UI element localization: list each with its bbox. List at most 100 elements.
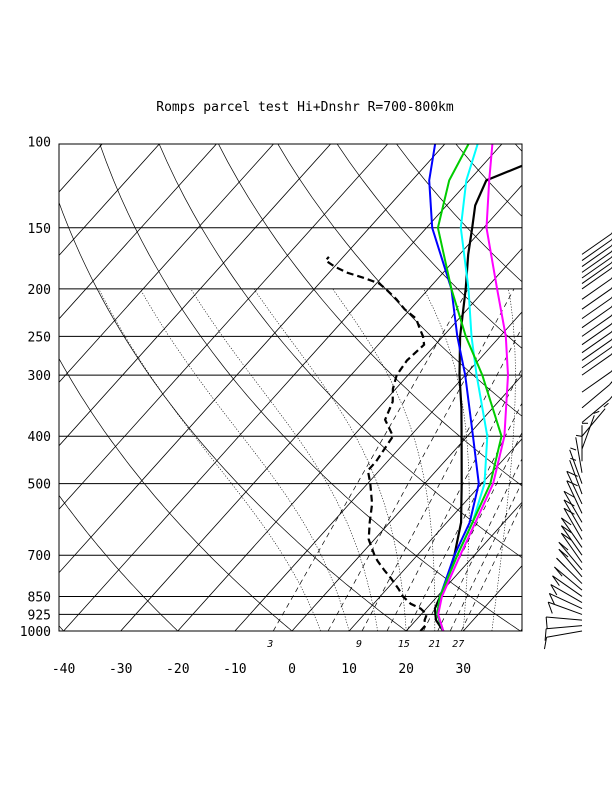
temperature-tick-label: 20 xyxy=(398,662,414,677)
wind-barb xyxy=(581,250,612,273)
pressure-tick-label: 1000 xyxy=(20,625,51,640)
wind-barb-flag xyxy=(552,575,560,586)
mixing-ratio-line xyxy=(327,288,515,631)
wind-barb-staff xyxy=(548,601,583,615)
wind-barb-staff xyxy=(581,251,612,273)
wind-barb xyxy=(550,584,583,604)
wind-barb xyxy=(581,395,612,423)
wind-barb-flag xyxy=(543,637,548,650)
wind-barb-staff xyxy=(581,384,610,409)
wind-barb-flag xyxy=(554,566,563,577)
dry-adiabat-line xyxy=(59,357,293,631)
wind-barb-staff xyxy=(581,408,606,437)
wind-barb xyxy=(581,238,612,261)
wind-barb xyxy=(569,447,583,484)
moist-adiabat-line xyxy=(190,288,378,631)
wind-barb xyxy=(575,434,583,473)
isotherm-line xyxy=(120,184,522,631)
mixing-ratio-line xyxy=(361,326,522,631)
pressure-tick-label: 150 xyxy=(28,222,51,237)
wind-barb-staff xyxy=(552,575,583,597)
wind-barb-staff xyxy=(581,278,612,300)
wind-barb-staff xyxy=(581,306,612,329)
mixing-ratio-line xyxy=(437,457,522,631)
pressure-tick-label: 400 xyxy=(28,430,51,445)
wind-barb xyxy=(554,566,583,591)
wind-barb-staff xyxy=(581,267,612,290)
wind-barb xyxy=(581,244,612,267)
dewpoint-line xyxy=(323,256,429,631)
wind-barb xyxy=(560,532,583,563)
temperature-tick-label: 10 xyxy=(341,662,357,677)
wind-barb-staff xyxy=(581,288,612,310)
wind-barb xyxy=(581,322,612,346)
wind-barb-flag xyxy=(593,410,600,414)
wind-barb xyxy=(560,525,583,556)
wind-barb-flag xyxy=(561,517,572,526)
wind-barb-flag xyxy=(570,447,577,451)
wind-barb-staff xyxy=(581,339,612,361)
wind-barb xyxy=(558,548,583,578)
wind-barb xyxy=(544,625,583,641)
mixing-ratio-line xyxy=(460,502,522,631)
parcel-line xyxy=(428,144,480,631)
wind-barb xyxy=(547,601,583,615)
wind-barb-staff xyxy=(558,541,583,571)
wind-barb-staff xyxy=(581,346,612,369)
isotherm-line xyxy=(578,142,612,631)
wind-barbs xyxy=(543,232,612,650)
wind-barb xyxy=(581,314,612,337)
temperature-tick-label: -40 xyxy=(52,662,75,677)
wind-barb-staff xyxy=(554,566,583,591)
wind-barb-staff xyxy=(550,584,583,604)
mixing-ratio-label: 3 xyxy=(266,639,273,650)
temperature-tick-label: 30 xyxy=(455,662,471,677)
wind-barb-flag xyxy=(563,507,575,515)
wind-barb xyxy=(581,277,612,300)
wind-barb-staff xyxy=(566,471,583,505)
wind-barb xyxy=(581,286,612,310)
isotherm-line xyxy=(59,144,389,510)
wind-barb xyxy=(543,630,583,650)
mixing-ratio-line xyxy=(272,288,469,631)
dry-adiabat-line xyxy=(99,144,522,631)
wind-barb-flag xyxy=(545,616,548,629)
wind-barb-staff xyxy=(563,491,583,523)
dry-adiabat-line xyxy=(277,144,522,417)
wind-barb-staff xyxy=(581,239,612,261)
wind-barb xyxy=(581,345,612,369)
wind-barb xyxy=(581,410,600,450)
wind-barb xyxy=(563,490,583,523)
moist-adiabat-line xyxy=(332,288,436,631)
wind-barb-flag xyxy=(561,532,572,541)
wind-barb-staff xyxy=(569,460,583,495)
temperature-tick-label: 0 xyxy=(288,662,296,677)
wind-barb xyxy=(581,305,612,329)
mixing-ratio-label: 9 xyxy=(356,639,362,650)
dry-adiabat-line xyxy=(59,201,407,631)
wind-barb xyxy=(581,255,612,279)
plot-frame xyxy=(58,143,523,632)
moist-adiabat-line xyxy=(139,288,350,631)
wind-barb-flag xyxy=(609,395,612,400)
wind-barb xyxy=(558,541,583,571)
parcel-line xyxy=(436,144,503,631)
moist-adiabat-line xyxy=(98,288,321,631)
wind-barb-flag xyxy=(563,499,575,507)
mixing-ratio-line xyxy=(406,402,522,631)
wind-barb xyxy=(581,261,612,284)
wind-barb xyxy=(581,402,609,437)
wind-barb-flag xyxy=(603,402,609,408)
wind-barb-staff xyxy=(563,499,583,532)
wind-barb-staff xyxy=(581,399,610,423)
isotherm-line xyxy=(63,144,503,631)
wind-barb-staff xyxy=(581,297,612,320)
wind-barb xyxy=(581,330,612,354)
isotherm-line xyxy=(234,311,522,631)
dry-adiabat-line xyxy=(514,144,522,152)
dry-adiabat-line xyxy=(336,144,522,349)
wind-barb xyxy=(556,557,583,584)
wind-barb xyxy=(566,470,583,505)
wind-barb-staff xyxy=(581,331,612,354)
wind-barb-staff xyxy=(581,354,612,376)
